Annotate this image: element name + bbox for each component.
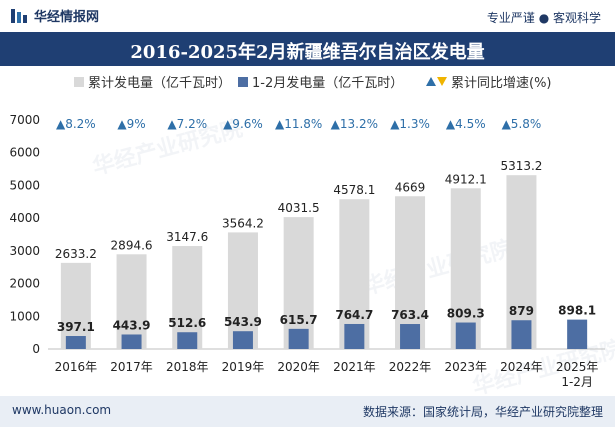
month-bar (288, 328, 309, 349)
x-tick-label: 2017年 (110, 360, 153, 374)
legend-item-month: 1-2月发电量（亿千瓦时） (238, 72, 403, 91)
top-bar: 华经情报网 专业严谨 ● 客观科学 (0, 0, 615, 32)
y-tick-label: 2000 (9, 277, 40, 291)
total-data-label: 4912.1 (445, 172, 487, 186)
growth-label: ▲5.8% (502, 117, 542, 131)
chart-title: 2016-2025年2月新疆维吾尔自治区发电量 (130, 42, 485, 63)
x-tick-label: 2024年 (500, 360, 543, 374)
y-tick-label: 4000 (9, 211, 40, 225)
total-bar (395, 196, 426, 349)
total-data-label: 4578.1 (333, 183, 375, 197)
title-bar: 2016-2025年2月新疆维吾尔自治区发电量 (0, 32, 615, 66)
total-bar (60, 262, 91, 349)
y-tick-label: 7000 (9, 113, 40, 127)
total-data-label: 2633.2 (55, 247, 97, 261)
x-tick-label: 2020年 (277, 360, 320, 374)
y-tick-label: 0 (32, 342, 40, 356)
legend-swatch-month (238, 76, 248, 87)
x-tick-label: 2025年 (556, 360, 599, 374)
month-bar (344, 323, 365, 349)
chart-plot: 0 1000 2000 3000 4000 5000 6000 7000 2633.2 397.1… (9, 113, 605, 389)
total-data-label: 5313.2 (500, 159, 542, 173)
month-bar (511, 320, 532, 349)
month-bar (567, 319, 588, 349)
month-data-label: 898.1 (558, 304, 596, 318)
month-data-label: 879 (509, 304, 534, 318)
growth-label: ▲8.2% (56, 117, 96, 131)
growth-label: ▲9% (117, 117, 145, 131)
growth-label: ▲13.2% (331, 117, 378, 131)
y-tick-label: 5000 (9, 178, 40, 192)
growth-label: ▲9.6% (223, 117, 263, 131)
total-data-label: 3564.2 (222, 216, 264, 230)
x-tick-label: 2018年 (166, 360, 209, 374)
legend-swatch-total (74, 76, 84, 87)
total-data-label: 2894.6 (111, 238, 153, 252)
month-data-label: 764.7 (335, 308, 373, 322)
total-bar (506, 175, 537, 349)
month-data-label: 763.4 (391, 308, 429, 322)
month-data-label: 512.6 (168, 316, 206, 330)
brand: 华经情报网 (10, 6, 99, 25)
month-data-label: 397.1 (57, 320, 95, 334)
y-tick-label: 3000 (9, 244, 40, 258)
legend-label-total: 累计发电量（亿千瓦时） (88, 76, 232, 91)
month-bar (177, 332, 198, 349)
brand-logo-icon (11, 8, 27, 23)
y-tick-label: 6000 (9, 146, 40, 160)
total-bar (116, 254, 147, 349)
x-tick-label: 1-2月 (561, 375, 593, 389)
x-tick-label: 2016年 (55, 360, 98, 374)
x-tick-label: 2021年 (333, 360, 376, 374)
total-bar (450, 188, 481, 349)
growth-label: ▲7.2% (167, 117, 207, 131)
month-bar (232, 331, 253, 349)
month-data-label: 443.9 (113, 318, 151, 332)
growth-label: ▲1.3% (390, 117, 430, 131)
footer-source: 数据来源：国家统计局，华经产业研究院整理 (362, 405, 603, 419)
legend-item-growth: 累计同比增速(%) (426, 72, 552, 91)
total-data-label: 4031.5 (278, 201, 320, 215)
month-bar (400, 324, 421, 349)
footer: www.huaon.com 数据来源：国家统计局，华经产业研究院整理 (0, 396, 615, 427)
growth-label: ▲11.8% (275, 117, 322, 131)
triangle-down-icon (437, 77, 447, 86)
legend: 累计发电量（亿千瓦时） 1-2月发电量（亿千瓦时） 累计同比增速(%) (0, 72, 615, 94)
legend-item-total: 累计发电量（亿千瓦时） (74, 72, 231, 91)
total-data-label: 3147.6 (166, 230, 208, 244)
month-bar (455, 322, 476, 349)
total-bar (283, 217, 314, 349)
month-bar (121, 334, 142, 349)
growth-label: ▲4.5% (446, 117, 486, 131)
triangle-up-icon (426, 77, 436, 86)
legend-label-growth: 累计同比增速(%) (451, 76, 552, 91)
legend-label-month: 1-2月发电量（亿千瓦时） (252, 76, 404, 91)
x-tick-label: 2023年 (444, 360, 487, 374)
footer-website[interactable]: www.huaon.com (12, 403, 112, 417)
total-bar (227, 232, 258, 349)
month-bar (65, 336, 86, 349)
y-tick-label: 1000 (9, 309, 40, 323)
month-data-label: 809.3 (447, 307, 485, 321)
x-tick-label: 2022年 (389, 360, 432, 374)
x-tick-label: 2019年 (222, 360, 265, 374)
month-data-label: 615.7 (280, 313, 318, 327)
slogan: 专业严谨 ● 客观科学 (486, 11, 601, 25)
total-bar (172, 246, 203, 349)
brand-name: 华经情报网 (34, 10, 100, 25)
total-data-label: 4669 (395, 180, 426, 194)
month-data-label: 543.9 (224, 315, 262, 329)
